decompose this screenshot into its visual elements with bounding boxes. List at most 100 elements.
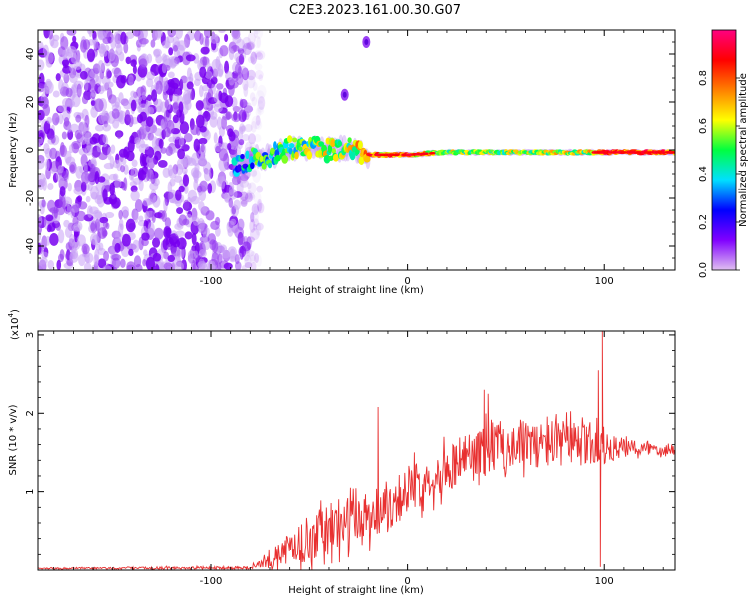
- noise-blob: [200, 46, 210, 55]
- noise-blob: [228, 131, 236, 142]
- noise-blob: [257, 200, 262, 214]
- noise-blob: [198, 84, 204, 98]
- noise-blob: [150, 39, 156, 48]
- noise-blob: [134, 263, 143, 270]
- noise-blob: [241, 124, 246, 132]
- noise-blob: [202, 56, 208, 68]
- noise-blob: [161, 63, 167, 74]
- noise-blob: [183, 199, 190, 210]
- snr-line: [38, 331, 675, 570]
- noise-blob: [175, 230, 185, 238]
- noise-blob: [218, 90, 223, 101]
- noise-blob: [199, 262, 208, 270]
- noise-blob: [198, 137, 208, 145]
- noise-blob: [228, 197, 234, 208]
- noise-blob: [199, 33, 204, 45]
- noise-blob: [147, 221, 155, 235]
- isolated-blob-core: [364, 39, 369, 45]
- noise-blob: [139, 38, 149, 45]
- noise-blob: [138, 58, 148, 69]
- noise-blob: [230, 149, 238, 160]
- noise-blob: [246, 75, 256, 89]
- noise-blob: [257, 96, 266, 110]
- noise-blob: [103, 179, 110, 187]
- noise-blob: [242, 78, 249, 91]
- noise-blob: [43, 80, 54, 94]
- noise-blob: [199, 66, 207, 78]
- noise-blob: [224, 60, 230, 74]
- noise-blob: [90, 222, 96, 232]
- noise-blob: [244, 192, 253, 203]
- noise-blob: [172, 45, 179, 52]
- signal-core: [261, 162, 267, 170]
- colorbar-tick-label: 0.2: [698, 214, 709, 230]
- noise-blob: [257, 84, 267, 99]
- signal-core: [330, 138, 336, 148]
- noise-blob: [247, 32, 256, 45]
- signal-core: [250, 162, 255, 170]
- noise-blob: [213, 103, 223, 113]
- noise-blob: [150, 173, 156, 185]
- svg-text:(x104): (x104): [7, 309, 21, 340]
- noise-blob: [84, 78, 89, 92]
- noise-blob: [251, 115, 262, 130]
- noise-blob: [152, 237, 161, 248]
- spectrogram-plot-area: [38, 30, 675, 270]
- noise-blob: [132, 30, 141, 37]
- noise-blob: [103, 197, 113, 205]
- noise-blob: [193, 138, 201, 152]
- signal-core: [288, 143, 295, 149]
- noise-blob: [182, 218, 190, 226]
- noise-blob: [243, 235, 248, 247]
- noise-blob: [251, 209, 259, 224]
- noise-blob: [121, 182, 126, 191]
- noise-blob: [238, 126, 244, 140]
- noise-blob: [104, 211, 115, 219]
- noise-blob: [118, 209, 123, 220]
- noise-blob: [158, 138, 164, 149]
- noise-blob: [97, 60, 104, 73]
- noise-blob: [90, 191, 98, 200]
- noise-blob: [177, 237, 187, 250]
- noise-blob: [176, 207, 184, 215]
- noise-blob: [169, 233, 179, 245]
- noise-blob: [206, 61, 211, 71]
- noise-blob: [93, 254, 99, 267]
- colorbar-tick-label: 0.6: [698, 118, 709, 134]
- noise-blob: [118, 148, 129, 158]
- snr-multiplier: (x104): [7, 309, 21, 340]
- noise-blob: [130, 99, 137, 112]
- noise-blob: [152, 195, 161, 208]
- noise-blob: [198, 156, 207, 166]
- noise-blob: [246, 41, 256, 51]
- noise-blob: [161, 53, 168, 63]
- noise-blob: [132, 65, 137, 75]
- signal-peak: [394, 153, 400, 157]
- noise-blob: [244, 254, 252, 269]
- noise-blob: [38, 173, 46, 184]
- noise-blob: [184, 231, 193, 240]
- noise-blob: [81, 171, 90, 185]
- noise-blob: [69, 164, 75, 173]
- noise-blob: [126, 150, 135, 162]
- noise-blob: [160, 147, 167, 154]
- noise-blob: [58, 113, 64, 125]
- noise-blob: [242, 36, 252, 49]
- snr-frame: [37, 330, 676, 571]
- noise-blob: [246, 102, 252, 110]
- noise-blob: [239, 246, 244, 260]
- noise-blob: [228, 82, 235, 97]
- noise-blob: [45, 214, 54, 222]
- noise-blob: [114, 40, 122, 49]
- noise-blob: [146, 71, 155, 81]
- noise-blob: [209, 116, 218, 128]
- snr-multiplier-base: (x10: [10, 317, 21, 340]
- noise-blob: [203, 30, 212, 39]
- noise-blob: [46, 224, 52, 233]
- noise-blob: [64, 46, 70, 57]
- noise-blob: [103, 162, 114, 170]
- noise-blob: [81, 95, 89, 105]
- noise-blob: [164, 99, 170, 109]
- signal-core: [364, 155, 371, 163]
